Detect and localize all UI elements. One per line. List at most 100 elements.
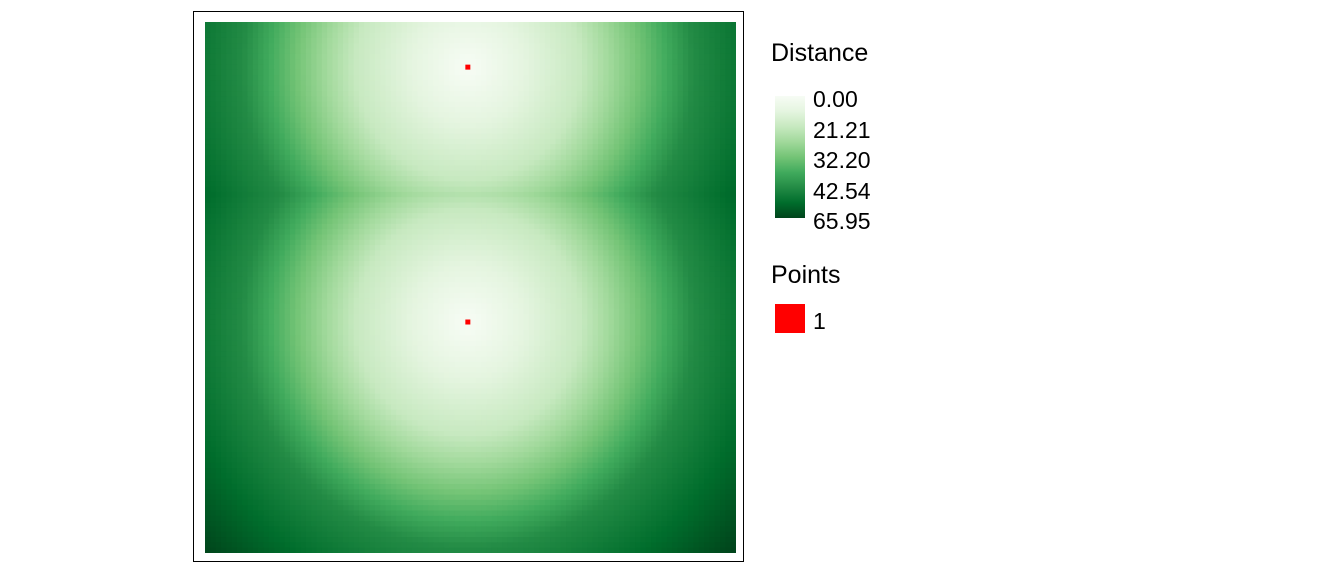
raster-cell bbox=[348, 229, 355, 235]
raster-cell bbox=[619, 80, 626, 87]
raster-cell bbox=[316, 144, 323, 151]
raster-cell bbox=[635, 245, 642, 251]
raster-cell bbox=[412, 22, 418, 28]
raster-cell bbox=[316, 32, 323, 39]
raster-cell bbox=[242, 282, 249, 289]
raster-cell bbox=[539, 271, 546, 278]
raster-cell bbox=[226, 64, 233, 71]
raster-cell bbox=[481, 223, 488, 230]
raster-cell bbox=[247, 48, 254, 55]
raster-cell bbox=[576, 27, 583, 34]
raster-cell bbox=[475, 191, 482, 198]
raster-cell bbox=[597, 255, 604, 262]
raster-cell bbox=[295, 266, 302, 273]
raster-cell bbox=[698, 48, 705, 55]
raster-cell bbox=[300, 53, 307, 60]
raster-cell bbox=[438, 229, 445, 235]
raster-cell bbox=[635, 117, 642, 124]
raster-cell bbox=[353, 207, 360, 214]
raster-cell bbox=[279, 53, 286, 60]
raster-cell bbox=[688, 69, 695, 76]
raster-cell bbox=[534, 207, 541, 214]
raster-cell bbox=[491, 96, 498, 103]
raster-cell bbox=[220, 43, 227, 50]
raster-cell bbox=[730, 59, 736, 66]
raster-cell bbox=[459, 154, 466, 161]
raster-cell bbox=[316, 239, 323, 246]
raster-cell bbox=[555, 69, 562, 76]
raster-cell bbox=[284, 234, 291, 241]
raster-cell bbox=[539, 144, 546, 151]
raster-cell bbox=[640, 101, 647, 108]
raster-cell bbox=[449, 250, 456, 257]
raster-cell bbox=[284, 85, 291, 92]
raster-cell bbox=[428, 223, 434, 230]
raster-cell bbox=[528, 80, 535, 87]
raster-cell bbox=[284, 149, 291, 156]
raster-cell bbox=[428, 154, 434, 161]
raster-cell bbox=[518, 64, 525, 71]
raster-cell bbox=[592, 282, 599, 289]
raster-cell bbox=[587, 64, 594, 71]
raster-cell bbox=[582, 106, 588, 113]
raster-cell bbox=[550, 59, 557, 66]
raster-cell bbox=[449, 207, 456, 214]
raster-cell bbox=[497, 48, 503, 55]
raster-cell bbox=[443, 22, 450, 28]
raster-cell bbox=[316, 207, 323, 214]
raster-cell bbox=[465, 133, 472, 140]
raster-cell bbox=[725, 207, 732, 214]
raster-cell bbox=[401, 260, 408, 267]
raster-cell bbox=[613, 91, 620, 97]
raster-cell bbox=[470, 149, 477, 156]
raster-cell bbox=[210, 144, 217, 151]
raster-cell bbox=[300, 101, 307, 108]
raster-cell bbox=[380, 53, 387, 60]
raster-cell bbox=[523, 128, 530, 135]
raster-cell bbox=[295, 202, 302, 209]
raster-cell bbox=[353, 91, 360, 97]
raster-cell bbox=[412, 59, 418, 66]
raster-cell bbox=[231, 101, 238, 108]
raster-cell bbox=[693, 170, 700, 177]
raster-cell bbox=[666, 96, 673, 103]
raster-cell bbox=[624, 197, 631, 204]
raster-cell bbox=[704, 59, 711, 66]
raster-cell bbox=[714, 69, 721, 76]
raster-cell bbox=[390, 59, 397, 66]
raster-cell bbox=[289, 234, 296, 241]
raster-cell bbox=[512, 260, 519, 267]
raster-cell bbox=[603, 282, 610, 289]
raster-cell bbox=[459, 218, 466, 225]
raster-cell bbox=[709, 160, 716, 166]
raster-cell bbox=[311, 181, 318, 188]
raster-cell bbox=[454, 170, 461, 177]
raster-cell bbox=[651, 165, 657, 172]
raster-cell bbox=[438, 165, 445, 172]
raster-cell bbox=[672, 128, 679, 135]
raster-cell bbox=[284, 154, 291, 161]
raster-cell bbox=[401, 48, 408, 55]
raster-cell bbox=[311, 175, 318, 182]
raster-cell bbox=[512, 181, 519, 188]
raster-cell bbox=[619, 197, 626, 204]
raster-cell bbox=[205, 37, 211, 44]
raster-cell bbox=[693, 202, 700, 209]
raster-cell bbox=[704, 181, 711, 188]
raster-cell bbox=[247, 276, 254, 283]
raster-cell bbox=[417, 250, 424, 257]
raster-cell bbox=[502, 260, 509, 267]
raster-cell bbox=[289, 255, 296, 262]
raster-cell bbox=[640, 96, 647, 103]
raster-cell bbox=[486, 229, 493, 235]
raster-cell bbox=[284, 170, 291, 177]
raster-cell bbox=[353, 186, 360, 193]
raster-cell bbox=[656, 165, 663, 172]
raster-cell bbox=[507, 186, 514, 193]
raster-cell bbox=[236, 59, 243, 66]
raster-cell bbox=[603, 80, 610, 87]
raster-cell bbox=[704, 75, 711, 82]
raster-cell bbox=[507, 229, 514, 235]
raster-cell bbox=[470, 245, 477, 251]
raster-cell bbox=[205, 213, 211, 220]
